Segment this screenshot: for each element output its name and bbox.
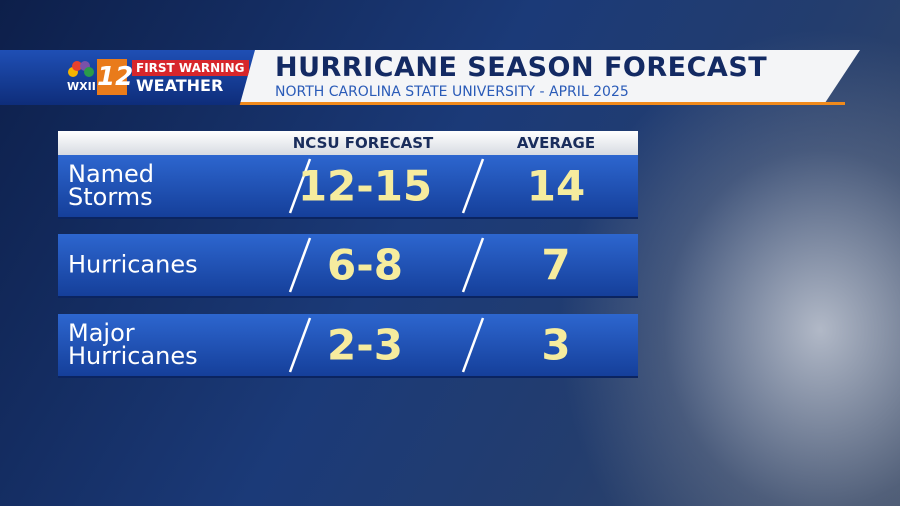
table-row: Hurricanes 6-8 7 xyxy=(58,234,638,298)
row-label: Named Storms xyxy=(68,160,155,211)
column-label: NCSU FORECAST xyxy=(292,134,434,152)
table-row: Major Hurricanes 2-3 3 xyxy=(58,314,638,378)
average-value: 7 xyxy=(541,240,571,290)
table-row: Named Storms 12-15 14 xyxy=(58,155,638,219)
peacock-icon xyxy=(68,61,94,77)
column-header: NCSU FORECAST AVERAGE xyxy=(58,131,638,155)
title: HURRICANE SEASON FORECAST xyxy=(275,52,768,83)
forecast-value: 2-3 xyxy=(327,320,403,370)
row-label: Hurricanes xyxy=(68,250,198,279)
dividers xyxy=(288,158,485,214)
subtitle: NORTH CAROLINA STATE UNIVERSITY - APRIL … xyxy=(275,84,629,100)
average-value: 3 xyxy=(541,320,571,370)
station: WXII xyxy=(67,80,96,93)
brand-top: FIRST WARNING xyxy=(132,60,249,76)
average-value: 14 xyxy=(526,161,586,211)
dividers xyxy=(288,237,485,293)
channel: 12 xyxy=(97,59,133,95)
row-label: Major Hurricanes xyxy=(68,319,198,370)
header-rule xyxy=(0,102,845,105)
column-label: AVERAGE xyxy=(516,134,596,152)
forecast-value: 12-15 xyxy=(297,161,433,211)
brand-bottom: WEATHER xyxy=(136,76,224,95)
logo: WXII 12 FIRST WARNING WEATHER xyxy=(0,50,255,105)
dividers xyxy=(288,317,485,373)
forecast-value: 6-8 xyxy=(327,240,403,290)
